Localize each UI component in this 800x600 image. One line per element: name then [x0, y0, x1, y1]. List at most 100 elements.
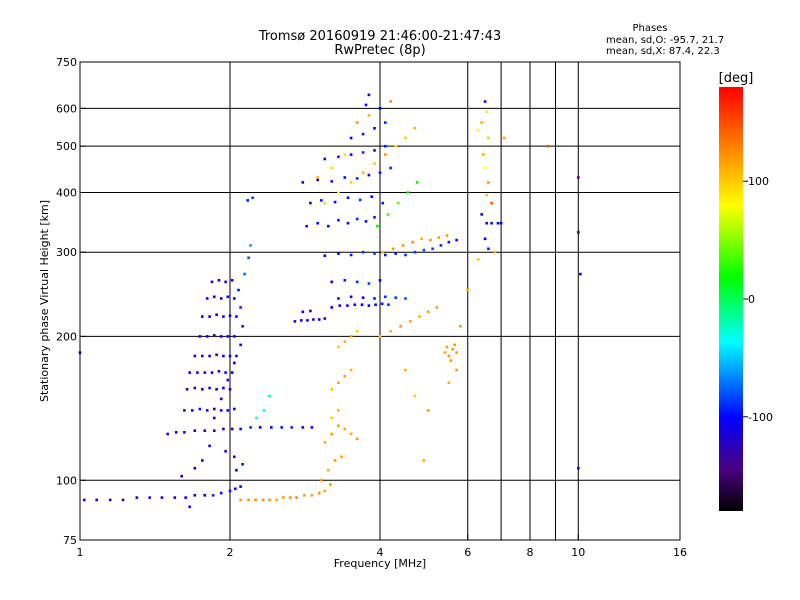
- colorbar-label: [deg]: [719, 71, 754, 86]
- data-point: [280, 426, 283, 429]
- data-point: [243, 272, 246, 276]
- data-point: [343, 279, 347, 282]
- data-point: [413, 127, 417, 130]
- data-point: [309, 309, 312, 313]
- data-point: [173, 496, 177, 499]
- data-point: [499, 221, 503, 225]
- data-point: [222, 354, 225, 358]
- data-point: [374, 303, 377, 306]
- data-point: [337, 252, 340, 255]
- data-point: [455, 238, 458, 242]
- data-point: [230, 427, 234, 431]
- data-point: [343, 176, 347, 179]
- y-tick-label: 200: [56, 330, 77, 343]
- data-point: [358, 198, 362, 202]
- data-point: [391, 247, 395, 251]
- data-point: [485, 221, 488, 225]
- data-point: [222, 386, 225, 390]
- x-axis-ticks: 1 2 4 6 8 10 16: [77, 534, 687, 559]
- data-point: [226, 335, 230, 338]
- data-point: [370, 195, 373, 198]
- data-point: [309, 201, 312, 205]
- data-point: [208, 315, 211, 318]
- data-point: [451, 347, 455, 351]
- data-point: [233, 297, 236, 300]
- data-point: [378, 171, 382, 174]
- data-point: [384, 253, 387, 257]
- data-point: [443, 351, 447, 354]
- data-point: [445, 234, 449, 237]
- data-point: [228, 314, 232, 317]
- data-point: [449, 359, 453, 362]
- data-point: [399, 325, 402, 328]
- data-point: [330, 166, 333, 170]
- data-point: [355, 177, 359, 180]
- data-point: [343, 340, 347, 343]
- data-point: [376, 224, 379, 228]
- data-point: [320, 479, 323, 482]
- data-point: [490, 201, 493, 205]
- data-point: [387, 303, 390, 306]
- data-point: [346, 196, 350, 200]
- data-point: [316, 178, 319, 182]
- data-point: [381, 201, 384, 205]
- data-point: [415, 181, 419, 184]
- data-point: [323, 489, 327, 493]
- data-point: [237, 288, 240, 292]
- data-point: [203, 494, 207, 497]
- data-point: [219, 297, 223, 300]
- data-point: [364, 220, 368, 223]
- data-point: [373, 162, 376, 165]
- data-point: [378, 107, 382, 110]
- data-point: [213, 334, 216, 337]
- data-point: [361, 171, 365, 174]
- data-point: [323, 317, 327, 320]
- data-point: [213, 416, 216, 420]
- data-point: [211, 494, 215, 497]
- data-point: [394, 144, 397, 148]
- data-point: [386, 213, 390, 216]
- data-point: [323, 441, 327, 444]
- data-point: [373, 252, 376, 255]
- data-point: [485, 110, 488, 114]
- data-point: [239, 498, 242, 502]
- data-point: [378, 279, 382, 282]
- data-point: [579, 272, 582, 276]
- data-point: [183, 409, 186, 412]
- data-point: [196, 371, 199, 374]
- data-point: [480, 121, 483, 124]
- data-point: [235, 468, 238, 472]
- data-point: [355, 280, 359, 284]
- y-tick-label: 75: [63, 534, 77, 547]
- data-point: [288, 496, 292, 499]
- data-point: [83, 498, 86, 502]
- data-point: [367, 173, 371, 177]
- data-point: [445, 345, 449, 349]
- y-tick-label: 100: [56, 474, 77, 487]
- data-point: [406, 191, 410, 194]
- data-point: [333, 459, 337, 462]
- x-tick-label: 4: [377, 546, 384, 559]
- x-tick-label: 1: [77, 546, 84, 559]
- data-point: [323, 201, 327, 205]
- data-point: [487, 247, 490, 251]
- data-point: [323, 157, 327, 161]
- data-point: [349, 368, 353, 372]
- data-point: [121, 498, 125, 502]
- data-point: [355, 330, 359, 333]
- data-point: [338, 304, 341, 307]
- data-point: [316, 221, 319, 225]
- data-point: [293, 320, 297, 323]
- data-point: [290, 426, 293, 429]
- x-tick-label: 16: [673, 546, 687, 559]
- data-point: [208, 444, 211, 448]
- y-tick-label: 600: [56, 102, 77, 115]
- x-tick-label: 6: [464, 546, 471, 559]
- data-point: [455, 368, 458, 372]
- data-point: [247, 498, 250, 502]
- data-point: [427, 310, 430, 314]
- data-point: [346, 304, 349, 307]
- data-point: [303, 494, 306, 497]
- y-axis-label: Stationary phase Virtual Height [km]: [38, 200, 51, 402]
- data-point: [241, 325, 244, 328]
